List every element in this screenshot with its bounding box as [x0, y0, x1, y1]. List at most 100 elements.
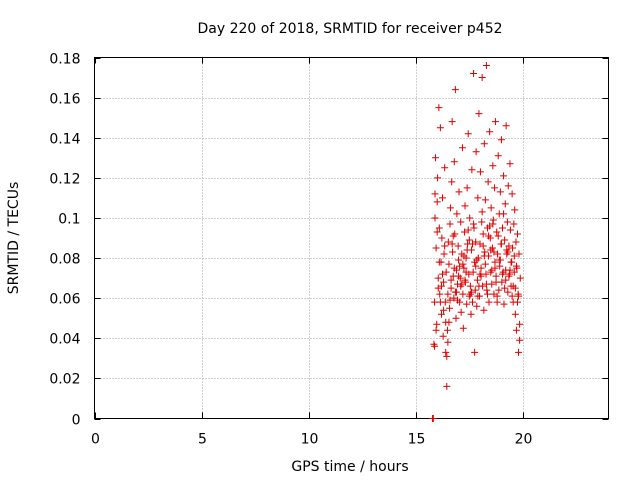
data-points — [428, 62, 524, 422]
y-tick-label: 0 — [72, 413, 81, 429]
data-point — [483, 290, 491, 298]
data-point — [469, 240, 477, 248]
data-point — [448, 118, 456, 126]
data-point — [469, 298, 477, 306]
data-point — [508, 292, 516, 300]
data-point — [515, 292, 523, 300]
data-point — [435, 258, 443, 266]
data-point — [455, 188, 463, 196]
data-point — [480, 252, 488, 260]
data-point — [470, 220, 478, 228]
data-point — [497, 136, 505, 144]
data-point — [471, 286, 479, 294]
data-point — [494, 152, 502, 160]
data-point — [512, 262, 520, 270]
data-point — [459, 324, 467, 332]
data-point — [429, 415, 437, 422]
data-point — [478, 74, 486, 82]
data-point — [446, 220, 454, 228]
data-point — [494, 232, 502, 240]
data-point — [487, 204, 495, 212]
data-point — [433, 198, 441, 206]
data-point — [476, 168, 484, 176]
data-point — [495, 286, 503, 294]
tick-labels: 0 5 10 15 20 0 0.02 0.04 0.06 0.08 0.1 0.12 0.14 0.16… — [49, 52, 532, 448]
y-tick-label: 0.16 — [49, 92, 80, 108]
data-point — [472, 148, 480, 156]
data-point — [473, 302, 481, 310]
data-point — [466, 282, 474, 290]
data-point — [473, 256, 481, 264]
data-point — [482, 62, 490, 70]
data-point — [475, 110, 483, 118]
data-point — [480, 140, 488, 148]
data-point — [459, 290, 467, 298]
data-point — [510, 220, 518, 228]
data-point — [509, 282, 517, 290]
data-point — [443, 382, 451, 390]
data-point — [482, 280, 490, 288]
y-axis-label: SRMTID / TECUs — [6, 182, 22, 295]
data-point — [506, 226, 514, 234]
data-point — [500, 300, 508, 308]
data-point — [507, 258, 515, 266]
data-point — [491, 264, 499, 272]
data-point — [502, 122, 510, 130]
data-point — [512, 326, 520, 334]
data-point — [504, 248, 512, 256]
data-point — [469, 268, 477, 276]
data-point — [452, 314, 460, 322]
data-point — [513, 298, 521, 306]
data-point — [491, 118, 499, 126]
data-point — [516, 336, 524, 344]
data-point — [432, 244, 440, 252]
data-point — [498, 270, 506, 278]
data-point — [455, 272, 463, 280]
data-point — [468, 166, 476, 174]
data-point — [446, 304, 454, 312]
data-point — [433, 320, 441, 328]
axis-ticks — [94, 57, 609, 420]
data-point — [489, 220, 497, 228]
y-tick-label: 0.04 — [49, 332, 80, 348]
data-point — [465, 236, 473, 244]
data-point — [443, 326, 451, 334]
data-point — [460, 252, 468, 260]
data-point — [492, 278, 500, 286]
data-point — [436, 298, 444, 306]
data-point — [464, 130, 472, 138]
data-point — [443, 352, 451, 360]
data-point — [485, 298, 493, 306]
data-point — [498, 224, 506, 232]
data-point — [467, 288, 475, 296]
data-point — [436, 290, 444, 298]
data-point — [515, 250, 523, 258]
data-point — [478, 218, 486, 226]
grid-lines — [94, 57, 609, 419]
data-point — [504, 182, 512, 190]
data-point — [461, 228, 469, 236]
x-tick-label: 20 — [515, 432, 533, 448]
data-point — [494, 250, 502, 258]
data-point — [513, 230, 521, 238]
data-point — [454, 242, 462, 250]
data-point — [444, 238, 452, 246]
y-tick-label: 0.08 — [49, 252, 80, 268]
plot-frame — [94, 57, 609, 419]
data-point — [446, 204, 454, 212]
data-point — [501, 284, 509, 292]
data-point — [440, 250, 448, 258]
data-point — [431, 154, 439, 162]
data-point — [491, 258, 499, 266]
x-tick-label: 0 — [91, 432, 100, 448]
data-point — [504, 288, 512, 296]
data-point — [445, 260, 453, 268]
data-point — [438, 234, 446, 242]
data-point — [474, 292, 482, 300]
data-point — [440, 306, 448, 314]
data-point — [475, 282, 483, 290]
data-point — [506, 266, 514, 274]
data-point — [510, 268, 518, 276]
x-tick-label: 15 — [408, 432, 426, 448]
data-point — [446, 296, 454, 304]
